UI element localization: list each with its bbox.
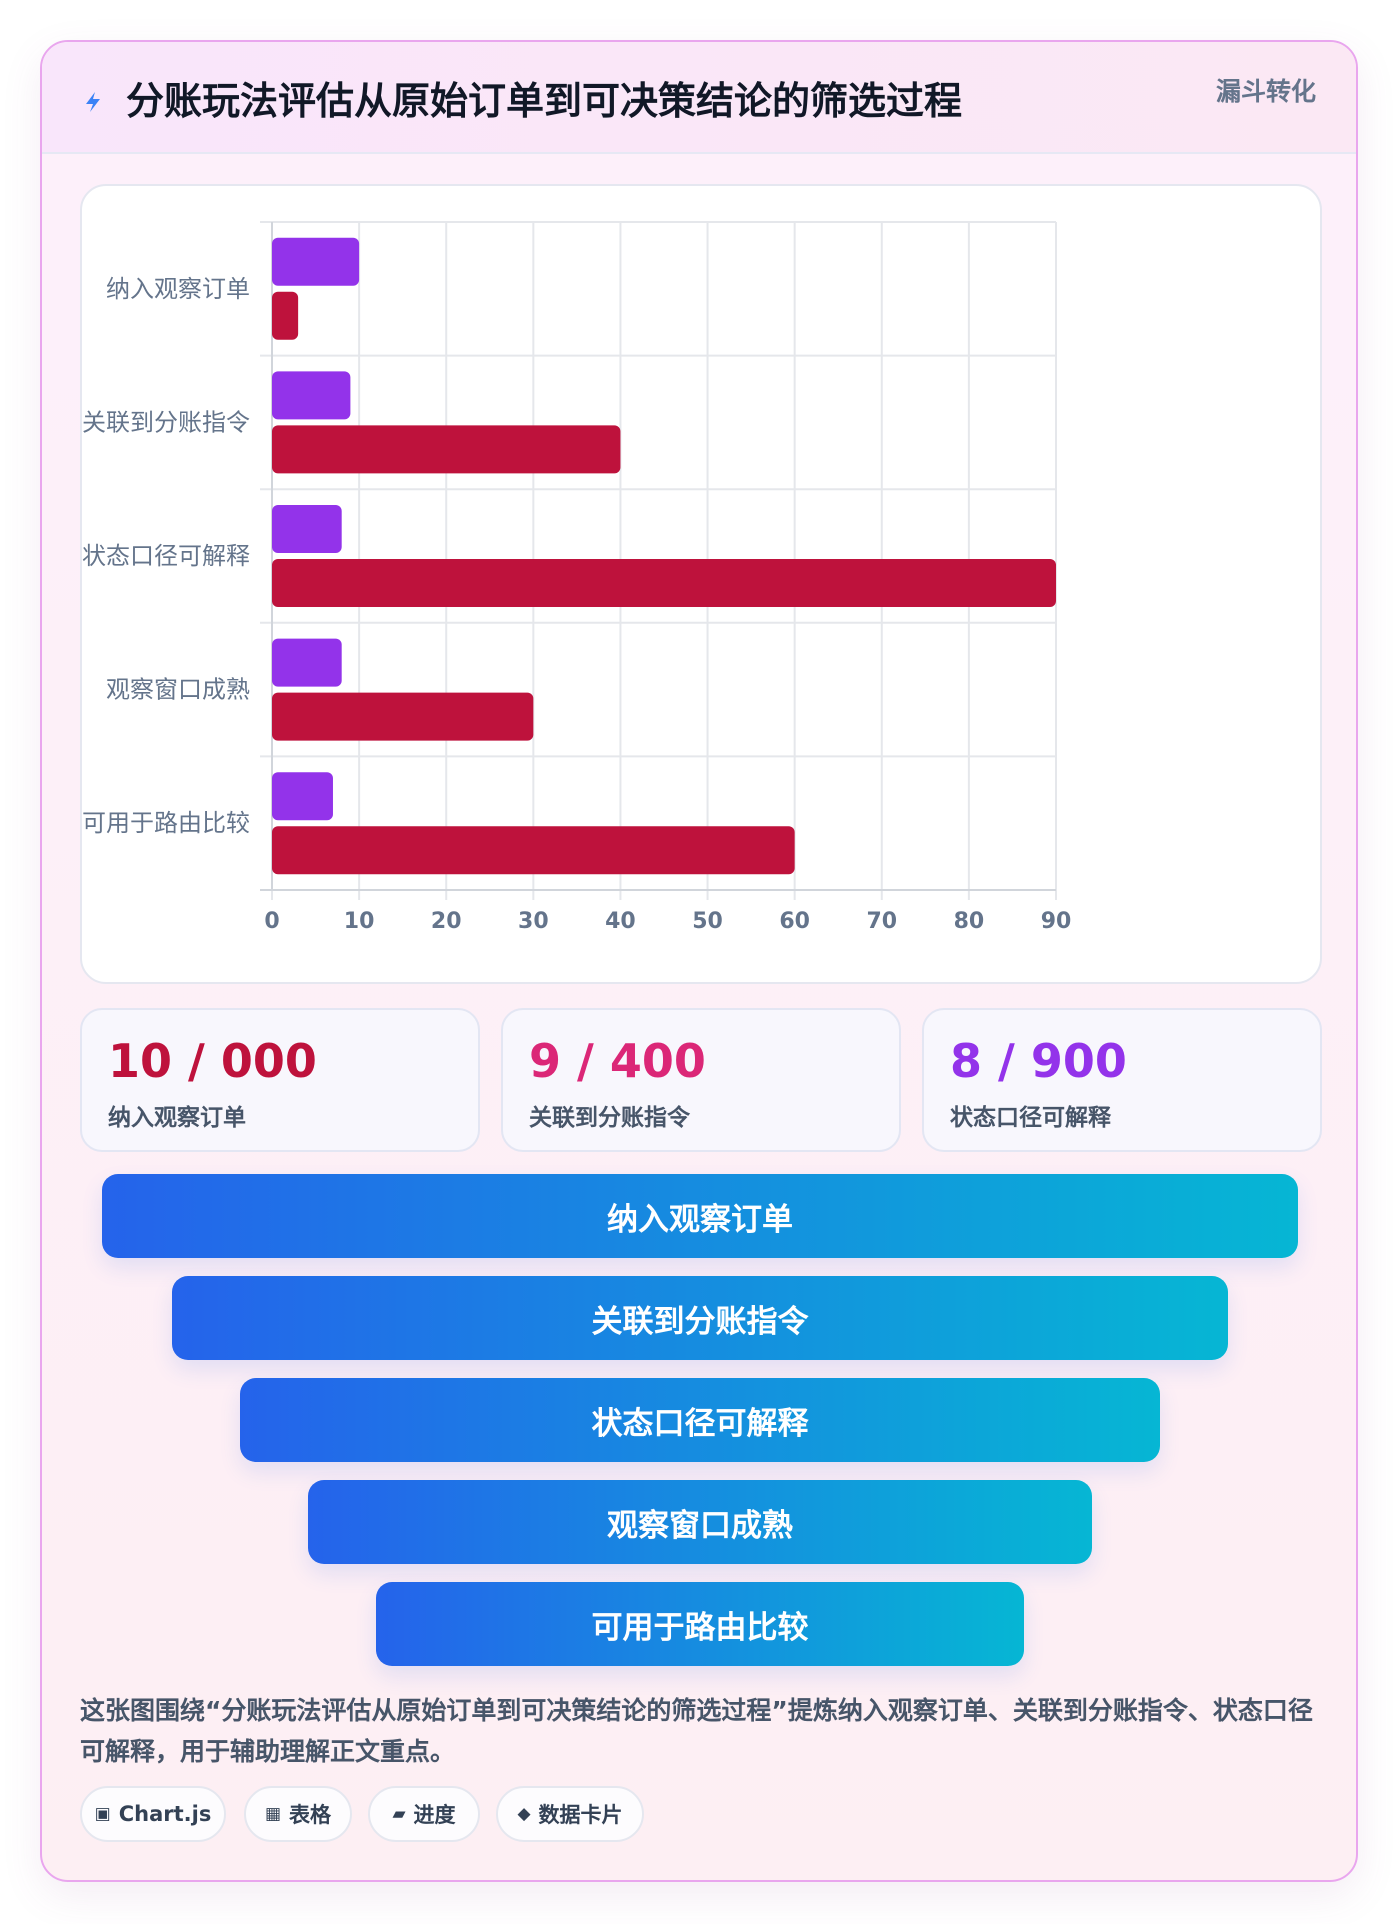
tag-progress[interactable]: ▰ 进度 [368,1786,480,1842]
stat-value: 10 / 000 [108,1034,317,1088]
page-title: 分账玩法评估从原始订单到可决策结论的筛选过程 [126,79,963,123]
y-tick-label: 纳入观察订单 [106,275,250,303]
stat-value: 9 / 400 [529,1034,706,1088]
x-tick-label: 10 [344,909,375,934]
x-tick-label: 70 [866,909,897,934]
table-icon: ▦ [264,1804,282,1824]
funnel-stage: 纳入观察订单 [102,1174,1298,1258]
chart-icon: ▣ [94,1804,111,1824]
card-header: 分账玩法评估从原始订单到可决策结论的筛选过程 漏斗转化 [42,42,1356,154]
x-tick-label: 30 [518,909,549,934]
description: 这张图围绕“分账玩法评估从原始订单到可决策结论的筛选过程”提炼纳入观察订单、关联… [80,1696,1313,1766]
stat-card: 9 / 400 关联到分账指令 [501,1008,901,1152]
tag-label: Chart.js [118,1802,212,1826]
tag-chartjs[interactable]: ▣ Chart.js [80,1786,226,1842]
x-tick-label: 90 [1041,909,1072,934]
bar-red [272,826,795,875]
x-tick-label: 0 [264,909,279,934]
bar-red [272,692,534,741]
x-tick-label: 40 [605,909,636,934]
bar-purple [272,237,360,286]
x-tick-label: 80 [954,909,985,934]
main-card: 分账玩法评估从原始订单到可决策结论的筛选过程 漏斗转化 0 10 20 30 40 50 6… [40,40,1358,1882]
diamond-icon: ◆ [517,1804,531,1824]
stat-card: 8 / 900 状态口径可解释 [922,1008,1322,1152]
funnel-stage: 关联到分账指令 [172,1276,1228,1360]
stat-card: 10 / 000 纳入观察订单 [80,1008,480,1152]
tag-label: 数据卡片 [538,1803,623,1827]
funnel-stage: 观察窗口成熟 [308,1480,1092,1564]
bar-purple [272,638,342,687]
stat-cards: 10 / 000 纳入观察订单 9 / 400 关联到分账指令 8 / 900 … [80,1008,1322,1152]
tag-label: 表格 [289,1803,332,1827]
x-tick-label: 50 [692,909,723,934]
bar-red [272,291,299,340]
stat-label: 关联到分账指令 [529,1105,690,1131]
bar-red [272,559,1056,607]
funnel-stage: 可用于路由比较 [376,1582,1024,1666]
bar-purple [272,772,333,821]
bar-purple [272,371,351,420]
x-tick-label: 60 [779,909,810,934]
stat-label: 纳入观察订单 [108,1105,246,1131]
bar-red [272,425,621,474]
lightning-icon [86,92,100,112]
tag-label: 进度 [413,1803,456,1827]
funnel-stage: 状态口径可解释 [240,1378,1160,1462]
stat-label: 状态口径可解释 [950,1105,1111,1131]
tag-data-card[interactable]: ◆ 数据卡片 [496,1786,644,1842]
funnel: 纳入观察订单 关联到分账指令 状态口径可解释 观察窗口成熟 可用于路由比较 [42,1174,1356,1674]
funnel-badge: 漏斗转化 [1215,77,1316,106]
bar-chart-panel: 0 10 20 30 40 50 60 70 80 90 纳入观察订单关联到分账指令 状态口径可解释观… [80,184,1322,984]
y-tick-label: 状态口径可解释 [82,542,250,570]
y-tick-label: 可用于路由比较 [82,809,250,837]
y-tick-label: 观察窗口成熟 [106,676,250,704]
bar-chart: 0 10 20 30 40 50 60 70 80 90 纳入观察订单关联到分账指令状态口径可解释观… [82,221,1072,934]
y-tick-label: 关联到分账指令 [82,408,250,436]
stat-value: 8 / 900 [950,1034,1127,1088]
x-tick-label: 20 [431,909,462,934]
progress-icon: ▰ [392,1804,406,1824]
bar-purple [272,505,342,553]
tag-table[interactable]: ▦ 表格 [244,1786,352,1842]
